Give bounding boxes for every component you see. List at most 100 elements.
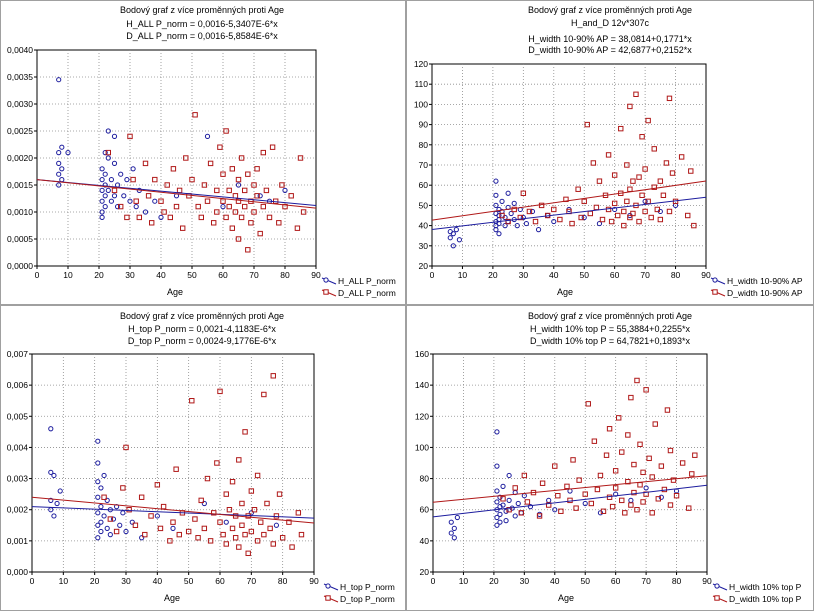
chart-4-point-d xyxy=(631,489,637,496)
chart-2-point-h xyxy=(612,206,618,213)
chart-1-point-d xyxy=(133,198,139,204)
chart-3-point-h xyxy=(95,522,101,528)
chart-4-point-h xyxy=(494,499,500,505)
chart-2-point-d xyxy=(660,192,667,199)
chart-1-legend-marker-h xyxy=(323,277,329,283)
chart-4-point-d xyxy=(679,460,686,466)
chart-4-ytick-label: 160 xyxy=(415,349,429,359)
chart-marks: 0 10 20 30 40 50 60 70 80 900,00000,00050,00100,0… xyxy=(7,45,728,603)
chart-3-point-h xyxy=(95,479,101,485)
chart-1-point-h xyxy=(130,166,136,172)
chart-2-point-d xyxy=(584,121,590,128)
chart-1-point-d xyxy=(300,209,307,215)
chart-3-point-d xyxy=(248,528,255,535)
chart-4-point-h xyxy=(512,513,518,519)
chart-1-point-d xyxy=(297,155,304,161)
chart-4-plot-area xyxy=(432,353,708,573)
chart-3-point-d xyxy=(107,516,114,522)
chart-1-point-d xyxy=(257,230,263,237)
chart-2-point-d xyxy=(596,178,603,184)
chart-4-point-d xyxy=(573,505,579,511)
chart-1-point-d xyxy=(164,182,170,188)
chart-4-point-h xyxy=(500,502,506,508)
chart-1-ytick-label: 0,0005 xyxy=(7,234,33,244)
chart-3-point-h xyxy=(48,469,54,475)
chart-3-xtick-label: 0 xyxy=(30,576,35,586)
chart-2-xtick-label: 90 xyxy=(701,270,711,280)
chart-2-point-d xyxy=(581,198,587,205)
chart-3-plot: 0 10 20 30 40 50 60 70 80 90 0,000 0,001 0,002 0,003 0… xyxy=(7,349,339,603)
chart-3-point-d xyxy=(261,531,267,538)
chart-3-fit-line-h xyxy=(31,506,315,519)
chart-1-ytick-label: 0,0020 xyxy=(7,153,33,163)
chart-2-subtitle-3: D_width 10-90% AP = 42,6877+0,2152*x xyxy=(528,45,692,55)
chart-2-point-h xyxy=(450,231,456,237)
chart-2-point-d xyxy=(633,91,639,97)
chart-4-point-h xyxy=(451,525,457,532)
chart-2-point-d xyxy=(611,172,618,178)
chart-3-point-h xyxy=(54,500,60,507)
chart-3-point-d xyxy=(170,519,176,525)
chart-2-xlabel: Age xyxy=(557,287,573,297)
chart-1-point-d xyxy=(242,203,248,210)
chart-2-fit-line-h xyxy=(431,196,707,230)
chart-3-point-d xyxy=(142,531,148,538)
chart-2-point-d xyxy=(669,170,676,176)
chart-2-point-h xyxy=(511,200,517,206)
chart-2-point-h xyxy=(502,223,508,229)
chart-2-point-d xyxy=(611,200,618,207)
chart-1-point-h xyxy=(235,182,242,188)
chart-4-point-d xyxy=(625,432,631,438)
chart-1: Bodový graf z více proměnných proti Age … xyxy=(120,5,396,298)
chart-3-point-h xyxy=(98,485,104,491)
chart-3-point-d xyxy=(229,525,236,532)
chart-2-point-d xyxy=(569,220,575,227)
chart-3-point-d xyxy=(167,538,173,544)
chart-4-point-d xyxy=(643,387,649,393)
chart-2-ytick-label: 110 xyxy=(414,79,428,89)
chart-3-legend-label-h: H_top P_norm xyxy=(340,582,395,592)
chart-2-point-d xyxy=(532,218,539,225)
chart-3-point-h xyxy=(170,525,176,532)
chart-2-point-h xyxy=(514,223,520,229)
chart-4-point-h xyxy=(527,504,534,510)
chart-1-point-d xyxy=(235,198,242,204)
chart-2-point-d xyxy=(590,160,597,166)
chart-4-point-d xyxy=(606,426,613,432)
chart-1-point-d xyxy=(229,225,236,231)
chart-1-point-d xyxy=(220,171,226,177)
chart-4-point-d xyxy=(686,505,692,511)
chart-3-point-d xyxy=(120,485,126,491)
chart-3-point-d xyxy=(223,541,229,547)
chart-2-point-h xyxy=(447,235,453,241)
chart-4-point-d xyxy=(649,510,655,516)
chart-3-point-d xyxy=(154,482,161,488)
chart-2-legend-label-d: D_width 10-90% AP xyxy=(727,288,803,298)
chart-2-point-d xyxy=(499,212,505,219)
chart-3-point-d xyxy=(217,519,223,525)
chart-3-fit-line-d xyxy=(31,496,315,524)
chart-3-point-d xyxy=(195,535,201,541)
chart-1-point-h xyxy=(99,198,105,204)
chart-3-subtitle-1: H_top P_norm = 0,0021-4,1183E-6*x xyxy=(128,324,276,334)
chart-3-ytick-label: 0,000 xyxy=(7,567,29,577)
chart-3-point-d xyxy=(201,525,208,532)
chart-4-point-d xyxy=(612,468,619,474)
chart-4-point-h xyxy=(552,507,558,513)
chart-3-point-d xyxy=(126,507,132,513)
chart-1-point-d xyxy=(214,187,220,194)
chart-3-legend-label-d: D_top P_norm xyxy=(340,594,395,604)
chart-2-point-h xyxy=(493,192,499,198)
chart-4-point-h xyxy=(454,514,460,521)
chart-4-point-h xyxy=(597,510,604,516)
chart-4-point-d xyxy=(597,472,604,479)
chart-2-point-d xyxy=(627,214,633,221)
chart-1-point-h xyxy=(105,187,111,193)
chart-1-plot-area xyxy=(36,49,317,267)
chart-3-point-d xyxy=(207,538,214,544)
chart-1-point-h xyxy=(102,171,108,177)
chart-2-point-d xyxy=(630,210,636,217)
chart-4-point-d xyxy=(670,477,677,483)
chart-4-point-h xyxy=(643,485,649,491)
chart-3-point-d xyxy=(254,538,261,544)
